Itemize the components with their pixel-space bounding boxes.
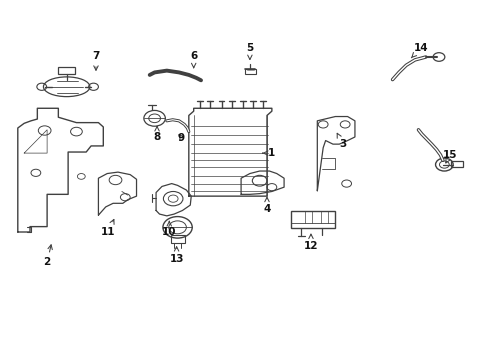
Text: 8: 8 [153,126,161,142]
Text: 2: 2 [44,245,52,267]
Bar [291,211,335,228]
Text: 10: 10 [162,221,176,237]
Bar [171,235,185,243]
Text: 13: 13 [170,247,184,264]
Text: 15: 15 [443,150,458,163]
Text: 14: 14 [412,43,428,58]
Text: 5: 5 [246,43,253,59]
Text: 12: 12 [304,234,318,251]
Text: 6: 6 [190,51,197,68]
Text: 1: 1 [263,148,275,158]
Bar [245,69,256,74]
Text: 9: 9 [178,133,185,143]
Text: 4: 4 [263,197,270,215]
Text: 7: 7 [92,51,99,70]
Text: 11: 11 [101,220,116,237]
Bar [451,161,464,167]
Bar [58,67,75,74]
Text: 3: 3 [337,133,346,149]
